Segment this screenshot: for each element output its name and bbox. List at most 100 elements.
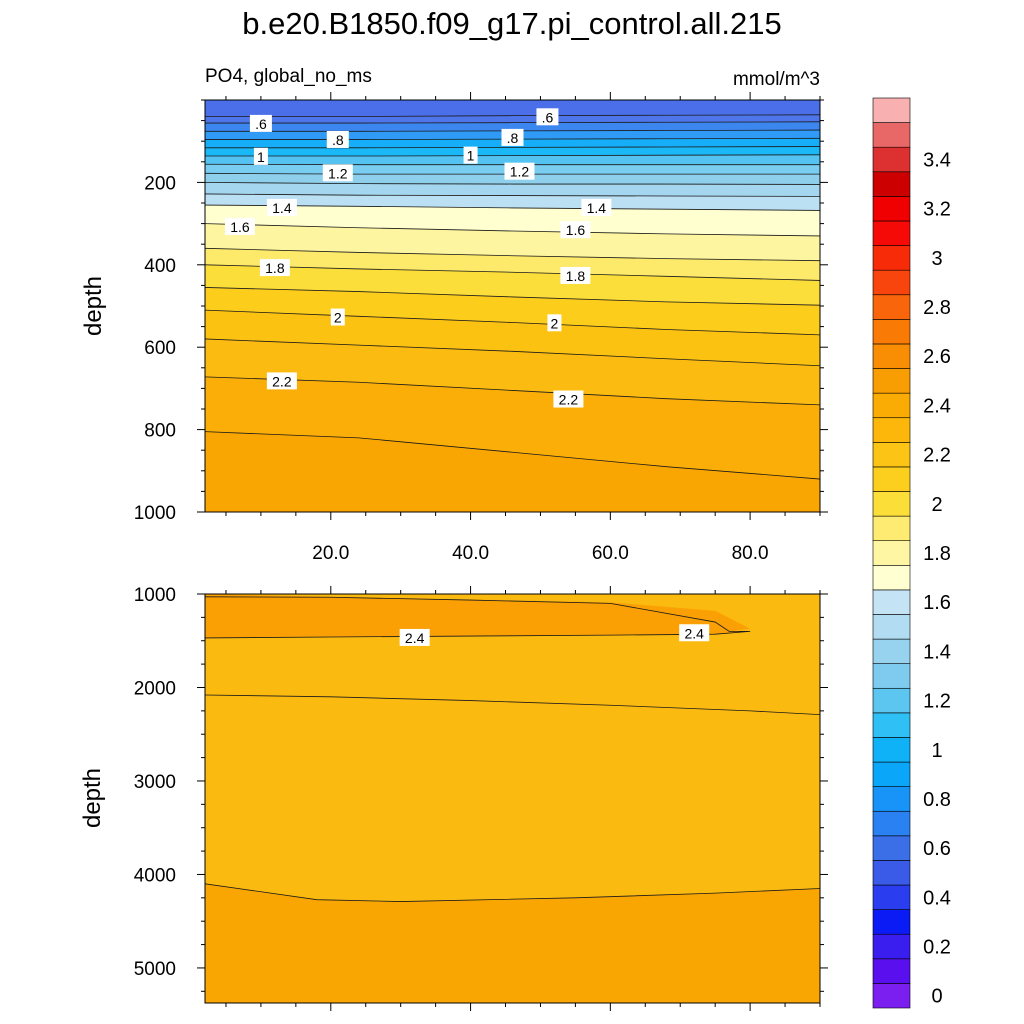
upper-contour-label: 2.2: [272, 373, 292, 389]
upper-contour-label-bg: [326, 130, 349, 148]
colorbar-label: 2.2: [923, 445, 951, 467]
colorbar-swatch: [872, 245, 911, 271]
colorbar-label: 2.4: [923, 395, 951, 417]
lower-contour-label-bg: [399, 628, 430, 646]
lower-ylabel: depth: [79, 768, 106, 828]
upper-ylabel: depth: [80, 276, 107, 336]
upper-contour-label: 2: [334, 310, 342, 326]
upper-contour-label-bg: [547, 314, 562, 332]
lower-y-tick-label: 1000: [134, 585, 176, 606]
colorbar-swatch: [872, 196, 911, 222]
colorbar-swatch: [872, 540, 911, 566]
colorbar: 0 0.2 0.4 0.6 0.8 1 1.2 1.4 1.6 1.8 2 2.2 2.4 2.6 2.8 3…: [872, 97, 951, 1009]
colorbar-swatch: [872, 761, 911, 787]
lower-contour-2.4: [204, 596, 751, 639]
upper-contour-label: 1.8: [566, 268, 586, 284]
lower-y-tick-label: 3000: [134, 772, 176, 793]
upper-y-tick-label: 400: [144, 256, 176, 277]
colorbar-label: 3.4: [923, 149, 951, 171]
upper-contour-label-bg: [266, 198, 297, 216]
upper-contour-panel: .6.6.8.81 11.2 1.21.4 1.41.6 1.61.8 1.82 22.22…: [134, 92, 828, 564]
colorbar-swatch: [872, 343, 911, 369]
x-tick-label: 60.0: [592, 543, 629, 564]
upper-contour-line: [205, 154, 821, 157]
lower-contour-label-bg: [679, 624, 710, 642]
colorbar-swatch: [872, 663, 911, 689]
colorbar-swatch: [872, 269, 911, 296]
upper-contour-label: 1.4: [587, 200, 607, 216]
upper-contour-line: [205, 146, 821, 149]
upper-contour-label: 1: [257, 149, 265, 165]
variable-label: PO4, global_no_ms: [205, 66, 372, 87]
upper-frame: [204, 99, 821, 513]
colorbar-label: 1.8: [923, 543, 951, 565]
upper-contour-label-bg: [266, 372, 297, 390]
upper-contour-label-bg: [553, 390, 584, 408]
colorbar-swatch: [872, 933, 911, 960]
upper-contour-line: [204, 376, 821, 406]
colorbar-label: 0.4: [923, 887, 951, 909]
colorbar-swatch: [872, 97, 911, 123]
upper-contour-line: [204, 287, 821, 306]
upper-contour-line: [205, 114, 821, 117]
colorbar-label: 3: [931, 248, 942, 270]
colorbar-swatch: [872, 466, 911, 492]
upper-y-tick-label: 200: [144, 173, 176, 194]
units-label: mmol/m^3: [733, 69, 820, 90]
colorbar-swatch: [872, 294, 911, 320]
colorbar-swatch: [872, 860, 911, 886]
upper-contour-label: 1.8: [265, 260, 285, 276]
x-tick-label: 20.0: [312, 543, 349, 564]
colorbar-swatch: [872, 491, 911, 517]
colorbar-swatch: [872, 417, 911, 443]
colorbar-swatch: [872, 564, 911, 591]
upper-y-tick-label: 600: [144, 338, 176, 359]
upper-contour-label: 1.6: [566, 222, 586, 238]
upper-contour-label: 1.2: [510, 164, 530, 180]
lower-contour-label: 2.4: [405, 630, 425, 646]
upper-contour-label-bg: [253, 147, 268, 165]
upper-contour-line: [204, 223, 821, 237]
colorbar-swatch: [872, 589, 911, 615]
colorbar-swatch: [872, 687, 911, 714]
colorbar-label: 1.2: [923, 691, 951, 713]
colorbar-label: 0.2: [923, 937, 951, 959]
upper-contour-label-bg: [224, 217, 255, 235]
upper-contour-line: [204, 309, 821, 336]
upper-contour-label: .6: [542, 109, 554, 125]
colorbar-label: 2.6: [923, 346, 951, 368]
colorbar-swatch: [872, 442, 911, 468]
upper-contour-label: 1.4: [272, 200, 292, 216]
upper-contour-label: 1: [467, 148, 475, 164]
upper-contour-label-bg: [463, 146, 478, 164]
upper-band: [205, 100, 820, 117]
colorbar-swatch: [872, 368, 911, 394]
upper-contour-line: [204, 338, 821, 367]
colorbar-label: 0: [931, 986, 942, 1008]
upper-contour-label: 1.2: [328, 165, 348, 181]
colorbar-swatch: [872, 171, 911, 197]
colorbar-swatch: [872, 884, 911, 910]
upper-y-tick-label: 800: [144, 421, 176, 442]
upper-contour-label: 2: [551, 315, 559, 331]
upper-contour-label-bg: [560, 221, 591, 239]
upper-contour-label: 1.6: [230, 219, 250, 235]
lower-contour-line: [204, 883, 821, 902]
lower-y-tick-label: 5000: [134, 959, 176, 980]
upper-contour-label-bg: [322, 164, 353, 182]
upper-contour-label-bg: [504, 162, 535, 180]
upper-contour-line: [204, 247, 821, 262]
colorbar-swatch: [872, 122, 911, 148]
upper-contour-label: 2.2: [559, 392, 579, 408]
upper-contour-label-bg: [249, 114, 272, 132]
lower-y-tick-label: 4000: [134, 865, 176, 886]
upper-contour-label-bg: [501, 128, 524, 146]
upper-contour-label: .6: [255, 116, 267, 132]
colorbar-label: 2.8: [923, 297, 951, 319]
figure-title: b.e20.B1850.f09_g17.pi_control.all.215: [242, 6, 782, 41]
colorbar-swatch: [872, 712, 911, 738]
colorbar-label: 1.4: [923, 641, 951, 663]
colorbar-swatch: [872, 220, 911, 246]
colorbar-swatch: [872, 835, 911, 861]
colorbar-label: 0.8: [923, 789, 951, 811]
